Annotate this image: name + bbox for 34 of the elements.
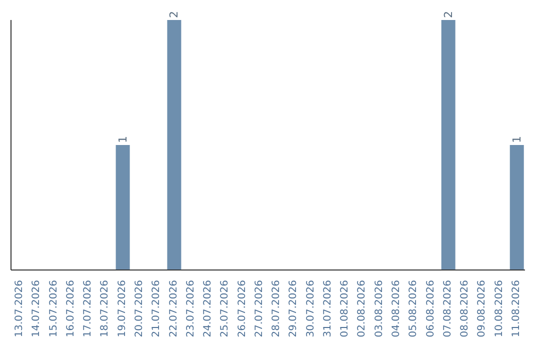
x-tick-label: 17.07.2026 xyxy=(82,280,94,338)
x-tick-label: 10.08.2026 xyxy=(494,280,505,338)
x-tick-label: 22.07.2026 xyxy=(168,280,180,338)
data-label: 2 xyxy=(442,11,455,18)
x-tick-label: 31.07.2026 xyxy=(322,280,334,338)
x-tick-label: 16.07.2026 xyxy=(65,280,76,338)
x-tick-label: 06.08.2026 xyxy=(425,280,436,338)
x-tick-label: 05.08.2026 xyxy=(408,280,420,338)
data-label: 1 xyxy=(116,136,130,143)
x-tick-label: 08.08.2026 xyxy=(460,280,471,338)
x-tick-label: 30.07.2026 xyxy=(305,280,316,338)
x-tick-label: 18.07.2026 xyxy=(100,280,111,338)
data-label: 2 xyxy=(168,11,181,18)
x-tick-label: 11.08.2026 xyxy=(510,280,522,338)
x-tick-label: 29.07.2026 xyxy=(288,280,300,338)
x-tick-label: 25.07.2026 xyxy=(220,280,231,338)
x-tick-label: 04.08.2026 xyxy=(391,280,402,338)
x-tick-label: 02.08.2026 xyxy=(356,280,368,338)
x-tick-label: 19.07.2026 xyxy=(116,280,128,338)
x-tick-label: 26.07.2026 xyxy=(236,280,248,338)
x-tick-label: 13.07.2026 xyxy=(14,280,26,338)
x-tick-label: 27.07.2026 xyxy=(254,280,265,338)
x-tick-label: 21.07.2026 xyxy=(151,280,162,338)
x-tick-label: 28.07.2026 xyxy=(271,280,282,338)
x-tick-label: 03.08.2026 xyxy=(374,280,385,338)
data-label: 1 xyxy=(510,136,524,143)
x-tick-label: 15.07.2026 xyxy=(48,280,60,338)
x-tick-label: 14.07.2026 xyxy=(31,280,42,338)
x-tick-label: 24.07.2026 xyxy=(202,280,214,338)
x-tick-label: 01.08.2026 xyxy=(340,280,351,338)
x-tick-label: 20.07.2026 xyxy=(134,280,145,338)
x-tick-label: 07.08.2026 xyxy=(442,280,454,338)
x-tick-label: 23.07.2026 xyxy=(185,280,196,338)
x-tick-label: 09.08.2026 xyxy=(476,280,488,338)
